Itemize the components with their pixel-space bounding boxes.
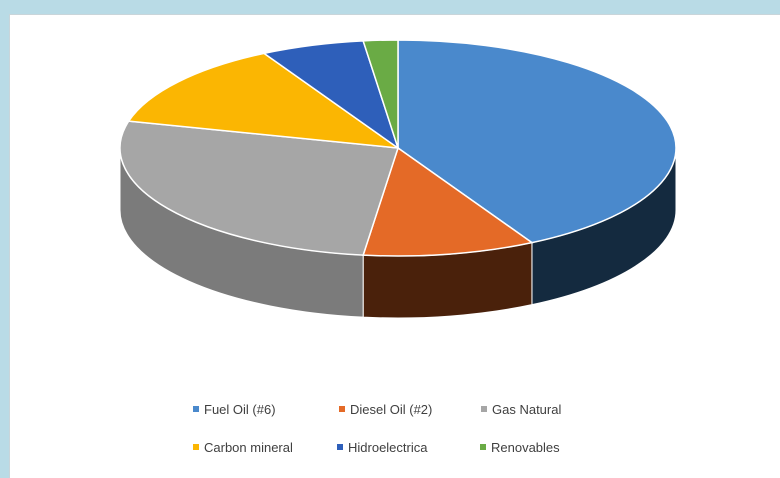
legend-item-hidroelectrica: Hidroelectrica	[337, 440, 428, 455]
legend-label-gas-natural: Gas Natural	[492, 402, 561, 417]
legend-swatch-renovables	[480, 444, 486, 450]
pie-slice-fuel-oil-6	[397, 39, 677, 244]
pie-slice-gas-natural	[119, 120, 400, 256]
legend-swatch-gas-natural	[481, 406, 487, 412]
pie-slice-renovables	[362, 39, 399, 149]
pie-slices	[119, 39, 677, 257]
legend-item-diesel-oil-2: Diesel Oil (#2)	[339, 402, 432, 417]
pie-slice-carbon-mineral	[127, 52, 401, 150]
pie-side-walls	[119, 147, 677, 319]
legend-label-carbon-mineral: Carbon mineral	[204, 440, 293, 455]
legend-item-gas-natural: Gas Natural	[481, 402, 561, 417]
pie-slice-diesel-oil-2	[362, 146, 534, 257]
legend-label-renovables: Renovables	[491, 440, 560, 455]
legend-swatch-diesel-oil-2	[339, 406, 345, 412]
legend-item-renovables: Renovables	[480, 440, 560, 455]
legend-label-fuel-oil-6: Fuel Oil (#6)	[204, 402, 276, 417]
legend-label-hidroelectrica: Hidroelectrica	[348, 440, 428, 455]
legend-swatch-carbon-mineral	[193, 444, 199, 450]
legend-item-fuel-oil-6: Fuel Oil (#6)	[193, 402, 276, 417]
legend-item-carbon-mineral: Carbon mineral	[193, 440, 293, 455]
legend: Fuel Oil (#6) Diesel Oil (#2) Gas Natural C…	[193, 402, 561, 455]
legend-swatch-fuel-oil-6	[193, 406, 199, 412]
legend-label-diesel-oil-2: Diesel Oil (#2)	[350, 402, 432, 417]
legend-swatch-hidroelectrica	[337, 444, 343, 450]
